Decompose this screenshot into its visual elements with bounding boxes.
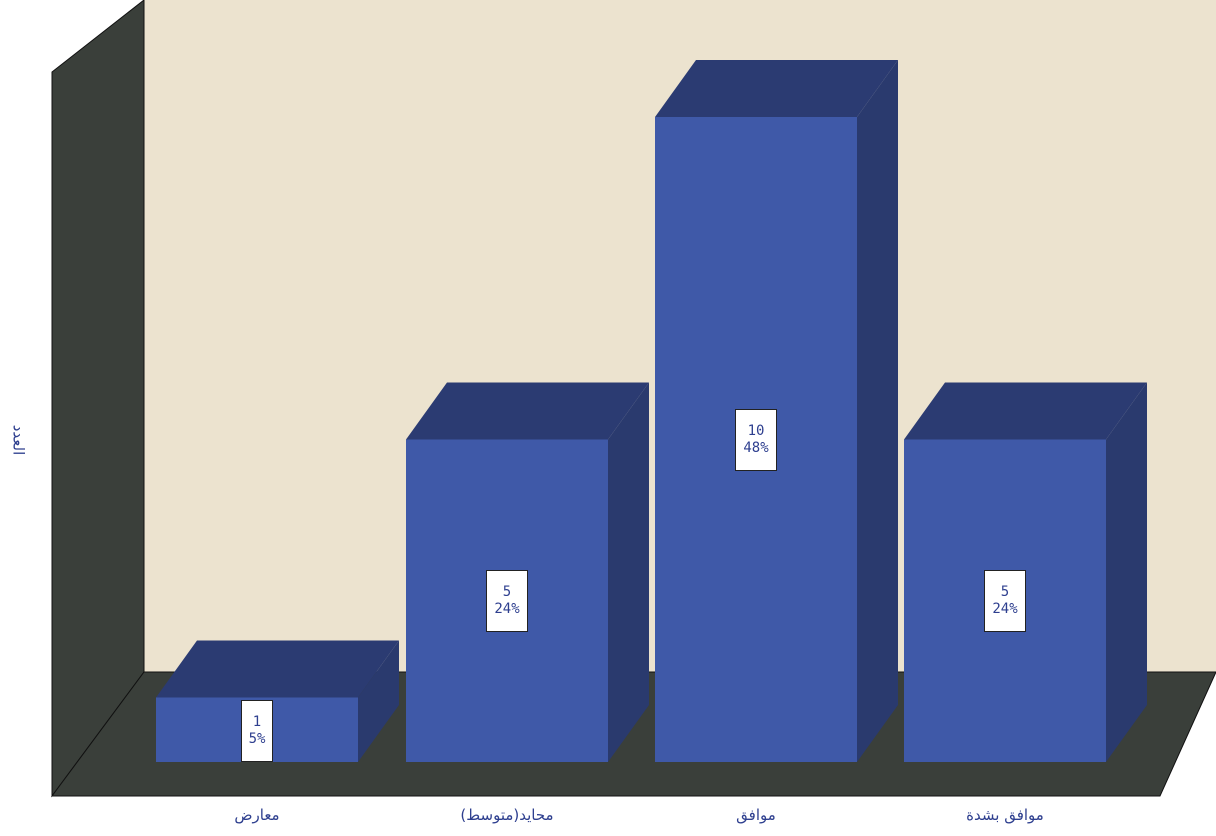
x-tick-label: محايد(متوسط) bbox=[460, 806, 554, 824]
data-label: 5 24% bbox=[486, 569, 528, 632]
y-axis-label: العدد bbox=[8, 380, 28, 500]
x-tick-label: موافق bbox=[736, 806, 776, 824]
data-label-count: 10 bbox=[747, 422, 765, 439]
bar-top bbox=[156, 640, 399, 698]
data-label-count: 5 bbox=[1000, 583, 1010, 600]
data-label-count: 5 bbox=[502, 583, 512, 600]
data-label-percent: 48% bbox=[743, 439, 769, 456]
side-wall bbox=[51, 0, 145, 798]
data-label: 1 5% bbox=[241, 699, 273, 762]
bar-side bbox=[1106, 382, 1147, 762]
bar-top bbox=[904, 382, 1147, 440]
data-label-percent: 24% bbox=[494, 600, 520, 617]
x-tick-label: موافق بشدة bbox=[966, 806, 1044, 824]
data-label-count: 1 bbox=[252, 713, 262, 730]
y-axis-label-text: العدد bbox=[9, 424, 27, 456]
data-label: 5 24% bbox=[984, 569, 1026, 632]
bar-side bbox=[608, 382, 649, 762]
data-label-percent: 5% bbox=[248, 730, 266, 747]
x-tick-label: معارض bbox=[234, 806, 280, 824]
data-label: 10 48% bbox=[735, 408, 777, 471]
bar-top bbox=[406, 382, 649, 440]
bar-side bbox=[857, 60, 898, 762]
bar-top bbox=[655, 60, 898, 117]
data-label-percent: 24% bbox=[992, 600, 1018, 617]
bar-side bbox=[358, 640, 399, 762]
